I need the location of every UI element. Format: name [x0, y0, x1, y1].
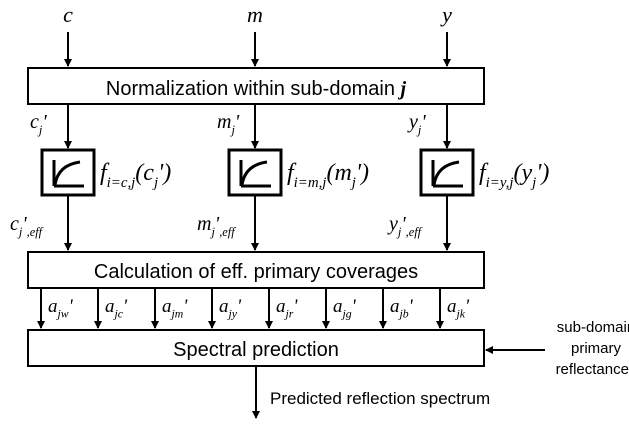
- function-box: [40, 148, 96, 197]
- normalized-label: cj': [30, 111, 47, 137]
- coverage-label-part: ': [183, 296, 188, 317]
- function-icon: [431, 160, 463, 188]
- effective-label-part: j: [209, 225, 215, 239]
- coverage-label: ajk': [447, 296, 470, 321]
- coverage-label-part: jy: [227, 308, 238, 321]
- coverage-label: ajw': [48, 296, 74, 321]
- function-label: fi=m,j(mj'): [287, 160, 369, 191]
- spectral-label: Spectral prediction: [173, 339, 339, 361]
- normalized-label-part: j: [37, 123, 43, 137]
- coverage-label-part: jk: [455, 308, 466, 321]
- coverage-label-part: ': [123, 296, 128, 317]
- normalization-label: Normalization within sub-domain j: [106, 78, 407, 100]
- normalized-label-part: ': [42, 111, 47, 133]
- coverage-label-part: a: [219, 296, 229, 317]
- coverage-label-part: ': [352, 296, 357, 317]
- input-label: c: [63, 2, 73, 27]
- effective-label-part: ': [215, 213, 220, 235]
- input-label: y: [440, 2, 452, 27]
- coverage-label-part: a: [105, 296, 115, 317]
- effective-label-part: ,eff: [219, 225, 236, 239]
- normalized-label-part: m: [217, 111, 231, 133]
- coverage-label-part: ': [409, 296, 414, 317]
- coverage-label-part: a: [48, 296, 58, 317]
- normalized-label-part: ': [421, 111, 426, 133]
- coverage-label: ajb': [390, 296, 414, 321]
- coverage-label-part: ': [237, 296, 242, 317]
- input-label: m: [247, 2, 263, 27]
- function-label-part: '): [158, 160, 171, 186]
- coverage-label: ajg': [333, 296, 357, 321]
- function-label-part: f: [287, 160, 297, 186]
- coverage-label-part: jc: [113, 308, 124, 321]
- function-label-part: (: [513, 160, 523, 186]
- function-label-part: j: [152, 175, 158, 191]
- effective-label: yj',eff: [387, 213, 423, 239]
- coverage-label-part: a: [333, 296, 343, 317]
- effective-label-part: j: [17, 225, 23, 239]
- effective-label-part: ': [22, 213, 27, 235]
- function-label-part: (: [135, 160, 145, 186]
- function-label: fi=y,j(yj'): [479, 160, 549, 191]
- coverage-label-part: ': [465, 296, 470, 317]
- side-input-label: sub-domain: [557, 319, 629, 336]
- function-label-part: '): [356, 160, 369, 186]
- function-label-part: j: [350, 175, 356, 191]
- coverage-label-part: a: [390, 296, 400, 317]
- normalized-label-part: j: [229, 123, 235, 137]
- coverage-label-part: jb: [398, 308, 409, 321]
- coverage-label-part: ': [293, 296, 298, 317]
- function-label-part: (: [326, 160, 336, 186]
- coverage-label: ajm': [162, 296, 188, 321]
- coverage-label-part: jm: [170, 308, 184, 321]
- function-label-part: f: [479, 160, 489, 186]
- effective-label-part: ,eff: [406, 225, 423, 239]
- function-label-part: i=y,j: [486, 175, 514, 191]
- function-label-part: j: [530, 175, 536, 191]
- function-icon: [239, 160, 271, 188]
- effective-label-part: ,eff: [27, 225, 44, 239]
- coverage-label-part: a: [447, 296, 457, 317]
- coverage-label: ajy': [219, 296, 242, 321]
- coverage-label-part: a: [162, 296, 172, 317]
- function-label-part: i=m,j: [294, 175, 327, 191]
- normalized-label-part: j: [416, 123, 422, 137]
- side-input-label: primary: [571, 340, 622, 357]
- function-box: [227, 148, 283, 197]
- effective-label: cj',eff: [10, 213, 44, 239]
- function-box: [419, 148, 475, 197]
- function-icon: [52, 160, 84, 188]
- function-label-part: '): [536, 160, 549, 186]
- function-label-part: y: [519, 160, 532, 186]
- coverage-label-part: jw: [56, 308, 69, 321]
- coverage-label-part: jg: [341, 308, 352, 321]
- coverage-label: ajc': [105, 296, 128, 321]
- function-label-part: m: [334, 160, 351, 186]
- normalized-label-part: ': [235, 111, 240, 133]
- effective-label: mj',eff: [197, 213, 236, 239]
- normalized-label: mj': [217, 111, 240, 137]
- coverage-label-part: a: [276, 296, 286, 317]
- effective-label-part: j: [396, 225, 402, 239]
- calculation-label: Calculation of eff. primary coverages: [94, 261, 418, 283]
- output-label: Predicted reflection spectrum: [270, 389, 490, 408]
- function-label: fi=c,j(cj'): [100, 160, 171, 191]
- normalized-label-part: y: [407, 111, 418, 133]
- effective-label-part: m: [197, 213, 211, 235]
- function-label-part: f: [100, 160, 110, 186]
- effective-label-part: y: [387, 213, 398, 235]
- effective-label-part: c: [10, 213, 19, 235]
- function-label-part: c: [143, 160, 154, 186]
- function-label-part: i=c,j: [107, 175, 136, 191]
- effective-label-part: ': [401, 213, 406, 235]
- coverage-label-part: ': [69, 296, 74, 317]
- normalized-label-part: c: [30, 111, 39, 133]
- coverage-label-part: jr: [284, 308, 294, 321]
- side-input-label: reflectances: [556, 361, 629, 378]
- calculation-box: [27, 251, 485, 289]
- normalized-label: yj': [407, 111, 426, 137]
- coverage-label: ajr': [276, 296, 298, 321]
